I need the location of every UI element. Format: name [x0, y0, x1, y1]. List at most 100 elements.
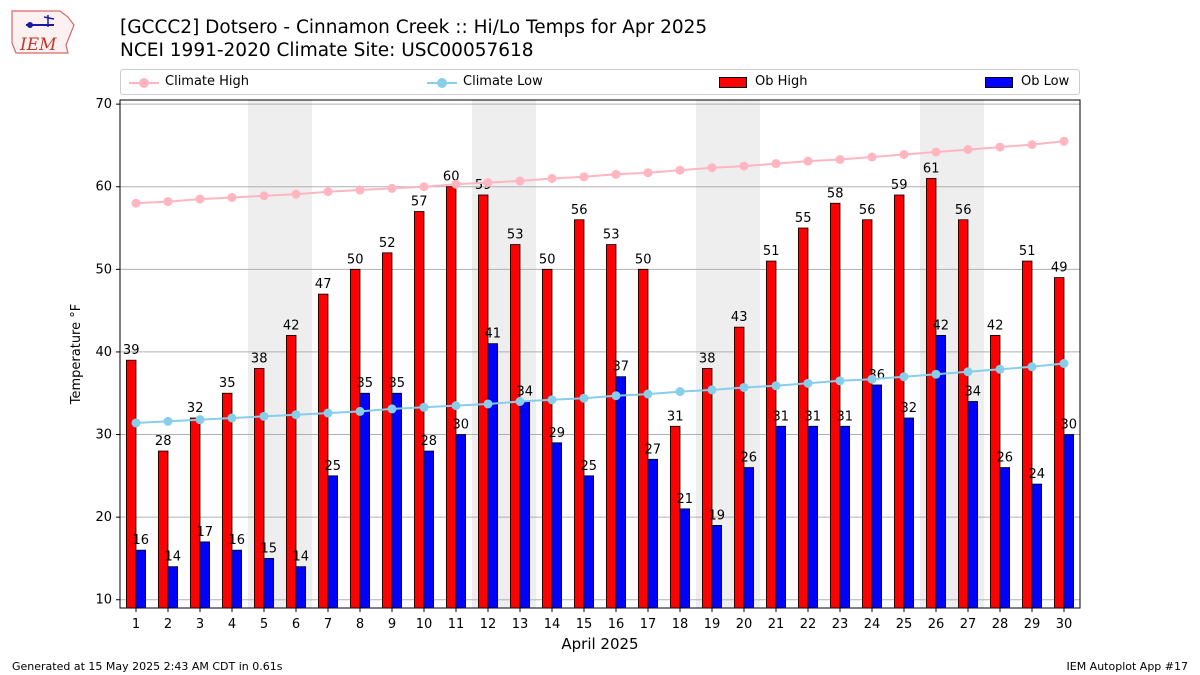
- ob-high-bar: [926, 178, 937, 609]
- x-tick-label: 3: [196, 617, 204, 632]
- climate-low-point: [739, 382, 749, 392]
- x-tick-label: 1: [132, 617, 140, 632]
- ob-high-value-label: 59: [891, 178, 908, 193]
- ob-high-value-label: 38: [251, 351, 268, 366]
- climate-low-point: [195, 415, 205, 425]
- ob-low-bar: [1063, 434, 1075, 609]
- ob-high-bar: [253, 368, 265, 609]
- climate-high-point: [1059, 136, 1069, 146]
- climate-high-marker-swatch: [139, 78, 149, 88]
- ob-high-value-label: 43: [731, 310, 748, 325]
- ob-high-bar: [638, 268, 649, 609]
- ob-high-value-label: 50: [635, 252, 652, 267]
- ob-high-value-label: 55: [795, 211, 812, 226]
- x-tick-label: 23: [832, 617, 849, 632]
- ob-high-bar: [445, 186, 457, 609]
- ob-low-bar: [423, 450, 435, 609]
- climate-high-point: [835, 154, 845, 164]
- ob-low-value-label: 34: [517, 384, 534, 399]
- climate-high-point: [163, 197, 173, 207]
- climate-low-point: [291, 410, 301, 420]
- climate-low-point: [227, 413, 237, 423]
- x-tick-label: 21: [768, 617, 785, 632]
- ob-high-bar: [958, 219, 969, 609]
- x-tick-label: 6: [292, 617, 300, 632]
- climate-low-point: [323, 408, 333, 418]
- ob-low-bar: [327, 475, 339, 609]
- climate-low-point: [579, 393, 589, 403]
- logo-text: IEM: [20, 35, 57, 55]
- climate-low-point: [707, 385, 717, 395]
- ob-low-value-label: 21: [677, 492, 694, 507]
- ob-low-value-label: 30: [1061, 418, 1078, 433]
- ob-high-value-label: 56: [571, 203, 588, 218]
- ob-low-value-label: 32: [901, 401, 918, 416]
- ob-high-value-label: 58: [827, 186, 844, 201]
- climate-high-point: [611, 169, 621, 179]
- ob-high-bar: [606, 244, 617, 609]
- ob-low-bar: [135, 549, 147, 609]
- ob-low-value-label: 27: [645, 442, 662, 457]
- ob-low-value-label: 24: [1029, 467, 1046, 482]
- ob-high-value-label: 32: [187, 401, 204, 416]
- x-tick-label: 2: [164, 617, 172, 632]
- climate-high-point: [355, 185, 365, 195]
- climate-low-point: [835, 376, 845, 386]
- x-tick-label: 9: [388, 617, 396, 632]
- ob-low-bar: [263, 558, 275, 609]
- ob-high-value-label: 38: [699, 351, 716, 366]
- ob-low-bar: [199, 541, 211, 609]
- ob-low-bar: [903, 417, 915, 609]
- x-tick-label: 18: [672, 617, 689, 632]
- x-tick-label: 17: [640, 617, 657, 632]
- x-tick-label: 24: [864, 617, 881, 632]
- ob-low-bar: [743, 467, 755, 609]
- x-tick-label: 11: [448, 617, 465, 632]
- climate-low-point: [259, 411, 269, 421]
- ob-high-bar: [670, 425, 681, 609]
- climate-low-point: [163, 416, 173, 426]
- ob-high-value-label: 31: [667, 409, 684, 424]
- climate-low-point: [803, 378, 813, 388]
- x-tick-label: 16: [608, 617, 625, 632]
- climate-low-point: [867, 374, 877, 384]
- ob-low-value-label: 34: [965, 384, 982, 399]
- climate-high-point: [899, 150, 909, 160]
- x-tick-label: 4: [228, 617, 236, 632]
- climate-low-point: [995, 364, 1005, 374]
- climate-low-point: [131, 418, 141, 428]
- chart-legend: Climate High Climate Low Ob High Ob Low: [120, 69, 1080, 95]
- ob-high-bar: [1022, 260, 1033, 609]
- climate-low-point: [675, 387, 685, 397]
- plot-frame: [119, 99, 1081, 609]
- climate-high-point: [547, 173, 557, 183]
- ob-high-value-label: 42: [987, 318, 1004, 333]
- climate-low-point: [611, 391, 621, 401]
- climate-high-point: [323, 187, 333, 197]
- y-axis-label: Temperature °F: [69, 304, 84, 405]
- ob-high-value-label: 50: [539, 252, 556, 267]
- ob-high-value-label: 42: [283, 318, 300, 333]
- x-tick-label: 14: [544, 617, 561, 632]
- climate-low-point: [931, 369, 941, 379]
- legend-label-ob-high: Ob High: [755, 74, 808, 89]
- x-tick-label: 10: [416, 617, 433, 632]
- iem-logo: IEM: [8, 5, 80, 59]
- ob-low-bar: [679, 508, 691, 609]
- x-tick-label: 22: [800, 617, 817, 632]
- ob-low-value-label: 25: [325, 459, 342, 474]
- climate-high-point: [227, 192, 237, 202]
- x-tick-label: 27: [960, 617, 977, 632]
- ob-low-bar: [551, 442, 563, 609]
- ob-high-bar: [862, 219, 873, 609]
- ob-low-bar: [295, 566, 307, 609]
- climate-low-point: [387, 404, 397, 414]
- x-tick-label: 26: [928, 617, 945, 632]
- ob-low-bar: [647, 458, 659, 609]
- x-tick-label: 7: [324, 617, 332, 632]
- climate-high-point: [643, 168, 653, 178]
- ob-low-value-label: 28: [421, 434, 438, 449]
- ob-low-bar: [519, 401, 531, 609]
- ob-high-bar: [509, 244, 521, 609]
